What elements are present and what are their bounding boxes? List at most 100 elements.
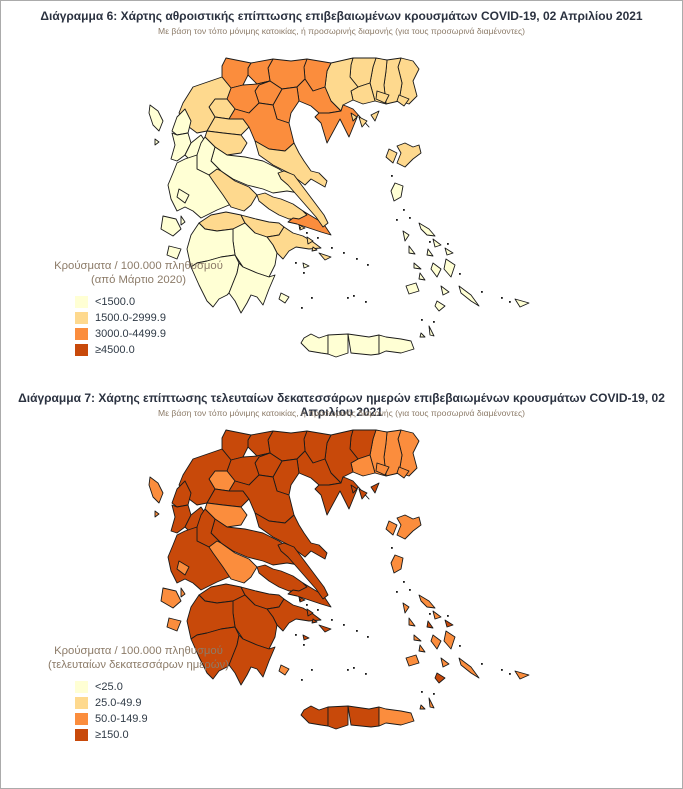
- region-alonnisos: [370, 482, 380, 494]
- islet-dot: [365, 673, 367, 675]
- region-thasos: [375, 90, 390, 104]
- region-hydra: [318, 624, 332, 633]
- region-alonnisos: [370, 110, 380, 122]
- islet-dot: [301, 307, 303, 309]
- islet-dot: [311, 669, 313, 671]
- islet-dot: [299, 599, 301, 601]
- islet-dot: [295, 262, 297, 264]
- region-laconia: [228, 634, 276, 686]
- islet-dot: [429, 241, 431, 243]
- islet-dot: [433, 693, 435, 695]
- region-skopelos: [358, 116, 368, 128]
- region-chania: [300, 333, 329, 355]
- islet-dot: [311, 297, 313, 299]
- islet-dot: [303, 644, 305, 646]
- region-chania: [300, 705, 329, 727]
- region-andros: [418, 222, 436, 237]
- region-kythnos: [408, 617, 416, 627]
- region-andros: [418, 594, 436, 609]
- region-poros: [311, 618, 318, 624]
- legend-swatch-class1: [75, 680, 88, 693]
- islet-dot: [303, 272, 305, 274]
- islet-dot: [356, 630, 358, 632]
- region-magnesia: [254, 512, 328, 560]
- region-heraklion: [347, 705, 380, 728]
- region-kasos: [419, 704, 426, 710]
- islet-dot: [396, 219, 398, 221]
- region-kefalonia: [160, 215, 182, 237]
- islet-dot: [343, 252, 345, 254]
- region-aegina: [306, 608, 314, 617]
- region-messinia: [190, 626, 240, 680]
- region-samothraki: [396, 466, 410, 479]
- region-kefalonia: [160, 587, 182, 609]
- map6-legend: Κρούσματα / 100.000 πληθυσμού (από Μάρτι…: [31, 259, 246, 358]
- region-paxoi: [154, 138, 160, 146]
- region-tinos: [432, 610, 442, 620]
- islet-dot: [481, 291, 483, 293]
- region-zakynthos: [166, 617, 182, 632]
- region-kythnos: [408, 245, 416, 255]
- region-heraklion: [347, 333, 380, 356]
- region-chios: [390, 182, 404, 202]
- islet-dot: [459, 645, 461, 647]
- islet-dot: [396, 591, 398, 593]
- map6-choropleth: [148, 57, 530, 358]
- region-lefkada: [176, 188, 190, 204]
- islet-dot: [447, 615, 449, 617]
- islet-dot: [501, 297, 503, 299]
- map7-title: Διάγραμμα 7: Χάρτης επίπτωσης τελευταίων…: [18, 391, 665, 419]
- map6-legend-title: Κρούσματα / 100.000 πληθυσμού (από Μάρτι…: [54, 260, 223, 287]
- region-laconia: [228, 262, 276, 314]
- region-karpathos: [428, 325, 435, 337]
- islet-dot: [447, 243, 449, 245]
- region-evia: [277, 542, 329, 600]
- legend-swatch-class2: [75, 311, 88, 324]
- islet-dot: [509, 673, 511, 675]
- region-ithaki: [180, 215, 186, 226]
- region-corfu: [148, 476, 164, 504]
- islet-dot: [306, 604, 308, 606]
- region-mykonos: [444, 247, 454, 256]
- islet-dot: [295, 634, 297, 636]
- region-naxos: [443, 258, 456, 278]
- islet-dot: [317, 237, 319, 239]
- region-kea: [402, 602, 410, 614]
- region-tinos: [432, 238, 442, 248]
- region-ios: [440, 285, 450, 296]
- region-lasithi: [378, 706, 415, 727]
- map7-legend-items: <25.0 25.0-49.9 50.0-149.9 ≥150.0: [31, 679, 246, 742]
- islet-dot: [433, 321, 435, 323]
- region-ios: [440, 657, 450, 668]
- region-skyros: [385, 148, 398, 164]
- legend-swatch-class4: [75, 343, 88, 356]
- islet-dot: [391, 547, 393, 549]
- region-ikaria: [514, 298, 530, 308]
- legend-swatch-class2: [75, 696, 88, 709]
- islet-dot: [509, 301, 511, 303]
- region-lasithi: [378, 334, 415, 355]
- islet-dot: [403, 581, 405, 583]
- islet-dot: [306, 232, 308, 234]
- map6-subtitle: Με βάση τον τόπο μόνιμης κατοικίας, ή πρ…: [158, 26, 525, 36]
- region-skopelos: [358, 488, 368, 500]
- region-kasos: [419, 332, 426, 338]
- region-mykonos: [444, 619, 454, 628]
- map6-title: Διάγραμμα 6: Χάρτης αθροιστικής επίπτωση…: [40, 9, 643, 23]
- map7-legend: Κρούσματα / 100.000 πληθυσμού (τελευταίω…: [31, 644, 246, 743]
- islet-dot: [421, 691, 423, 693]
- map7-legend-title: Κρούσματα / 100.000 πληθυσμού (τελευταίω…: [48, 645, 229, 672]
- legend-item: 25.0-49.9: [75, 695, 246, 710]
- islet-dot: [365, 301, 367, 303]
- islet-dot: [356, 258, 358, 260]
- map6-legend-items: <1500.0 1500.0-2999.9 3000.0-4499.9 ≥450…: [31, 294, 246, 357]
- region-lesbos: [396, 142, 422, 168]
- region-skiathos: [350, 112, 358, 122]
- legend-swatch-class3: [75, 327, 88, 340]
- islet-dot: [459, 273, 461, 275]
- legend-item: ≥150.0: [75, 727, 246, 742]
- legend-item: <1500.0: [75, 294, 246, 309]
- region-amorgos: [458, 657, 480, 679]
- region-ikaria: [514, 670, 530, 680]
- legend-item: ≥4500.0: [75, 342, 246, 357]
